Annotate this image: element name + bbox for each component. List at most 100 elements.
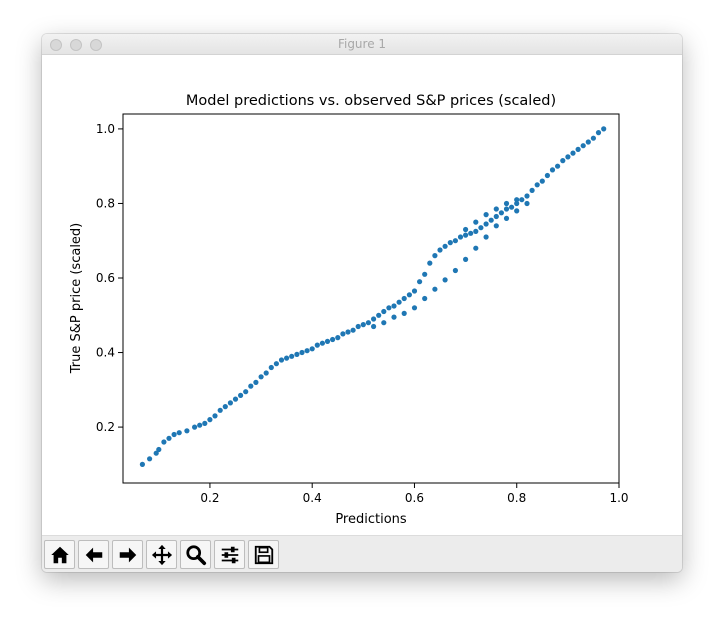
scatter-point: [139, 461, 145, 467]
scatter-point: [232, 396, 239, 402]
figure-window: Figure 1 0.2 0.4 0.6 0.8 1.0 0.2 0.4 0.6 0.8 1.0…: [42, 34, 682, 572]
scatter-point: [493, 213, 499, 220]
scatter-point: [580, 143, 586, 149]
scatter-point: [360, 322, 366, 328]
scatter-point: [473, 245, 479, 251]
scatter-chart: 0.2 0.4 0.6 0.8 1.0 0.2 0.4 0.6 0.8 1.0 Model pr…: [69, 93, 629, 527]
scatter-point: [381, 308, 387, 315]
scatter-point: [432, 253, 438, 259]
scatter-point: [330, 336, 336, 343]
scatter-point: [549, 167, 556, 173]
scatter-point: [184, 428, 190, 434]
scatter-point: [509, 204, 515, 210]
x-tick-label: 0.6: [405, 491, 424, 505]
scatter-point: [166, 435, 172, 441]
scatter-point: [411, 288, 418, 294]
scatter-point: [473, 219, 479, 225]
scatter-point: [503, 215, 510, 221]
scatter-point: [371, 316, 377, 322]
scatter-point: [524, 200, 530, 207]
scatter-point: [371, 323, 377, 330]
scatter-point: [473, 228, 479, 234]
minimize-window-button[interactable]: [70, 39, 82, 51]
close-window-button[interactable]: [50, 39, 62, 51]
scatter-point: [386, 305, 392, 311]
scatter-point: [304, 348, 310, 354]
y-tick-label: 0.6: [96, 271, 115, 285]
scatter-point: [273, 361, 279, 367]
arrow-left-icon: [85, 547, 102, 562]
scatter-point: [534, 182, 540, 188]
scatter-point: [294, 351, 300, 357]
x-tick-label: 0.8: [507, 491, 526, 505]
scatter-point: [524, 193, 530, 199]
scatter-point: [207, 417, 213, 423]
scatter-point: [488, 217, 494, 223]
scatter-point: [519, 197, 525, 203]
scatter-point: [483, 221, 489, 227]
scatter-point: [544, 172, 550, 179]
scatter-point: [422, 295, 428, 302]
move-icon: [151, 544, 172, 565]
y-axis-label: True S&P price (scaled): [69, 223, 84, 374]
home-icon: [50, 546, 69, 563]
scatter-point: [243, 389, 249, 395]
scatter-point: [156, 446, 162, 453]
scatter-points: [139, 126, 607, 467]
sliders-icon: [221, 546, 238, 563]
scatter-point: [217, 407, 223, 413]
scatter-point: [503, 200, 510, 207]
scatter-point: [437, 247, 443, 253]
scatter-point: [493, 206, 499, 212]
scatter-point: [289, 353, 295, 359]
x-axis: 0.2 0.4 0.6 0.8 1.0: [200, 483, 629, 505]
back-button[interactable]: [78, 540, 109, 569]
configure-subplots-button[interactable]: [214, 540, 245, 569]
scatter-point: [263, 370, 269, 376]
scatter-point: [401, 295, 407, 302]
magnifier-icon: [185, 544, 206, 565]
floppy-disk-icon: [254, 545, 273, 564]
zoom-button[interactable]: [180, 540, 211, 569]
scatter-point: [468, 230, 474, 236]
forward-button[interactable]: [112, 540, 143, 569]
scatter-point: [355, 323, 361, 330]
scatter-point: [447, 240, 453, 246]
scatter-point: [411, 305, 418, 311]
scatter-point: [417, 279, 423, 285]
navigation-toolbar: [42, 535, 682, 572]
scatter-point: [314, 342, 320, 348]
scatter-point: [299, 349, 305, 356]
x-axis-label: Predictions: [335, 512, 407, 527]
y-tick-label: 1.0: [96, 122, 115, 136]
scatter-point: [238, 392, 244, 398]
scatter-point: [514, 208, 520, 214]
scatter-point: [601, 126, 607, 132]
y-tick-label: 0.8: [96, 196, 115, 210]
x-tick-label: 1.0: [609, 491, 628, 505]
home-button[interactable]: [44, 540, 75, 569]
figure-canvas[interactable]: 0.2 0.4 0.6 0.8 1.0 0.2 0.4 0.6 0.8 1.0 Model pr…: [42, 55, 682, 535]
y-axis: 0.2 0.4 0.6 0.8 1.0: [96, 122, 123, 434]
scatter-point: [396, 299, 402, 305]
scatter-point: [452, 267, 458, 274]
scatter-point: [268, 364, 274, 371]
chart-title: Model predictions vs. observed S&P price…: [186, 93, 556, 109]
scatter-point: [176, 430, 182, 436]
scatter-point: [493, 223, 499, 229]
scatter-point: [452, 238, 458, 244]
y-tick-label: 0.4: [96, 346, 115, 360]
scatter-point: [463, 256, 469, 262]
scatter-point: [514, 197, 520, 203]
scatter-point: [324, 338, 331, 344]
scatter-point: [463, 226, 469, 233]
pan-button[interactable]: [146, 540, 177, 569]
scatter-point: [406, 292, 412, 298]
window-title: Figure 1: [337, 37, 387, 51]
save-button[interactable]: [248, 540, 279, 569]
scatter-point: [161, 439, 167, 445]
scatter-point: [253, 379, 259, 385]
scatter-point: [514, 200, 520, 207]
scatter-point: [147, 456, 153, 462]
zoom-window-button[interactable]: [90, 39, 102, 51]
